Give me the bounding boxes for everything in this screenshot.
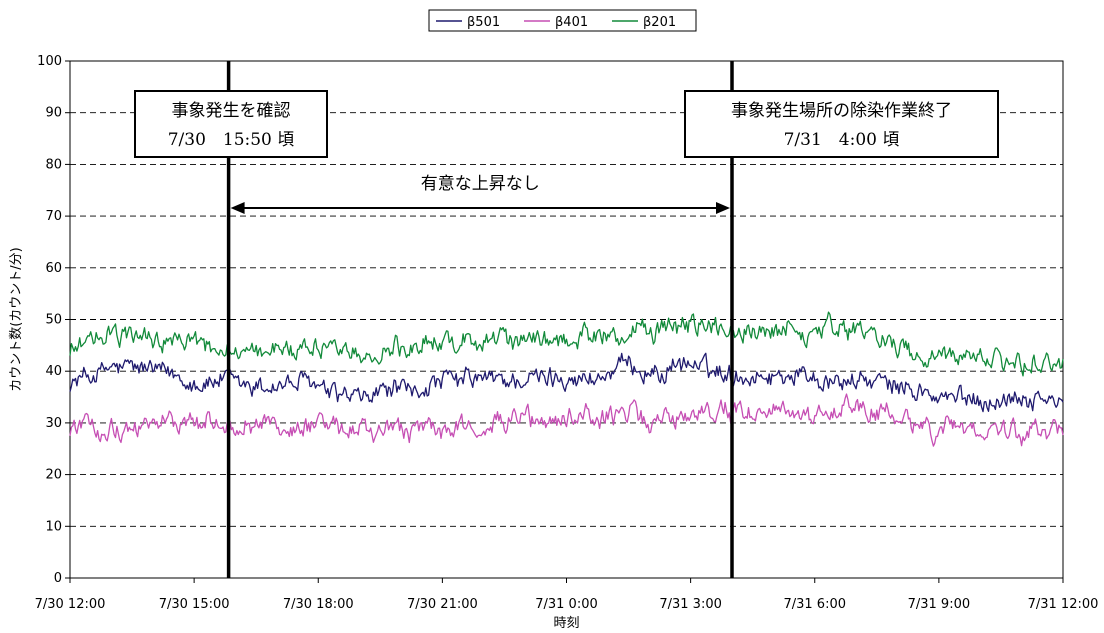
series-layer bbox=[69, 311, 1064, 447]
x-tick-label: 7/30 21:00 bbox=[407, 597, 478, 612]
x-tick-label: 7/30 18:00 bbox=[283, 597, 354, 612]
x-tick-label: 7/30 15:00 bbox=[159, 597, 230, 612]
event-label-text: 事象発生を確認 bbox=[172, 101, 291, 121]
x-tick-label: 7/31 6:00 bbox=[783, 597, 846, 612]
legend-box bbox=[428, 9, 697, 32]
x-tick-label: 7/31 12:00 bbox=[1028, 597, 1099, 612]
event-label-text: 7/30 15:50 頃 bbox=[168, 130, 295, 150]
y-tick-label: 80 bbox=[45, 157, 62, 172]
series-line-0 bbox=[69, 352, 1064, 413]
y-tick-label: 0 bbox=[54, 571, 62, 586]
x-tick-label: 7/31 9:00 bbox=[908, 597, 971, 612]
span-annotation-text: 有意な上昇なし bbox=[421, 174, 540, 194]
x-tick-label: 7/31 0:00 bbox=[535, 597, 598, 612]
y-axis-ticks: 0 10 20 30 40 50 60 70 80 90 100 bbox=[37, 54, 70, 586]
event-layer: 事象発生を確認 7/30 15:50 頃 事象発生場所の除染作業終了 7/31 4:0… bbox=[134, 61, 999, 578]
x-tick-label: 7/30 12:00 bbox=[35, 597, 106, 612]
legend: β501 β401 β201 bbox=[428, 9, 697, 32]
x-axis-title: 時刻 bbox=[553, 616, 579, 631]
y-tick-label: 90 bbox=[45, 106, 62, 121]
y-tick-label: 20 bbox=[45, 468, 62, 483]
series-line-2 bbox=[69, 311, 1064, 377]
legend-label: β401 bbox=[555, 15, 588, 30]
event-label-text: 7/31 4:00 頃 bbox=[784, 130, 900, 150]
event-label-box bbox=[134, 90, 328, 158]
span-arrow-head-right bbox=[716, 202, 730, 214]
event-label-text: 事象発生場所の除染作業終了 bbox=[731, 101, 952, 121]
y-tick-label: 40 bbox=[45, 364, 62, 379]
legend-label: β201 bbox=[643, 15, 676, 30]
legend-label: β501 bbox=[467, 15, 500, 30]
y-tick-label: 70 bbox=[45, 209, 62, 224]
y-tick-label: 100 bbox=[37, 54, 62, 69]
y-tick-label: 50 bbox=[45, 313, 62, 328]
y-axis-title: カウント数(カウント/分) bbox=[9, 247, 24, 392]
y-tick-label: 60 bbox=[45, 261, 62, 276]
series-line-1 bbox=[69, 393, 1064, 447]
span-arrow-head-left bbox=[230, 202, 245, 214]
y-tick-label: 10 bbox=[45, 519, 62, 534]
x-tick-label: 7/31 3:00 bbox=[659, 597, 722, 612]
y-tick-label: 30 bbox=[45, 416, 62, 431]
x-axis-ticks: 7/30 12:00 7/30 15:00 7/30 18:00 7/30 21:00… bbox=[35, 578, 1099, 612]
event-label-box bbox=[684, 90, 999, 158]
